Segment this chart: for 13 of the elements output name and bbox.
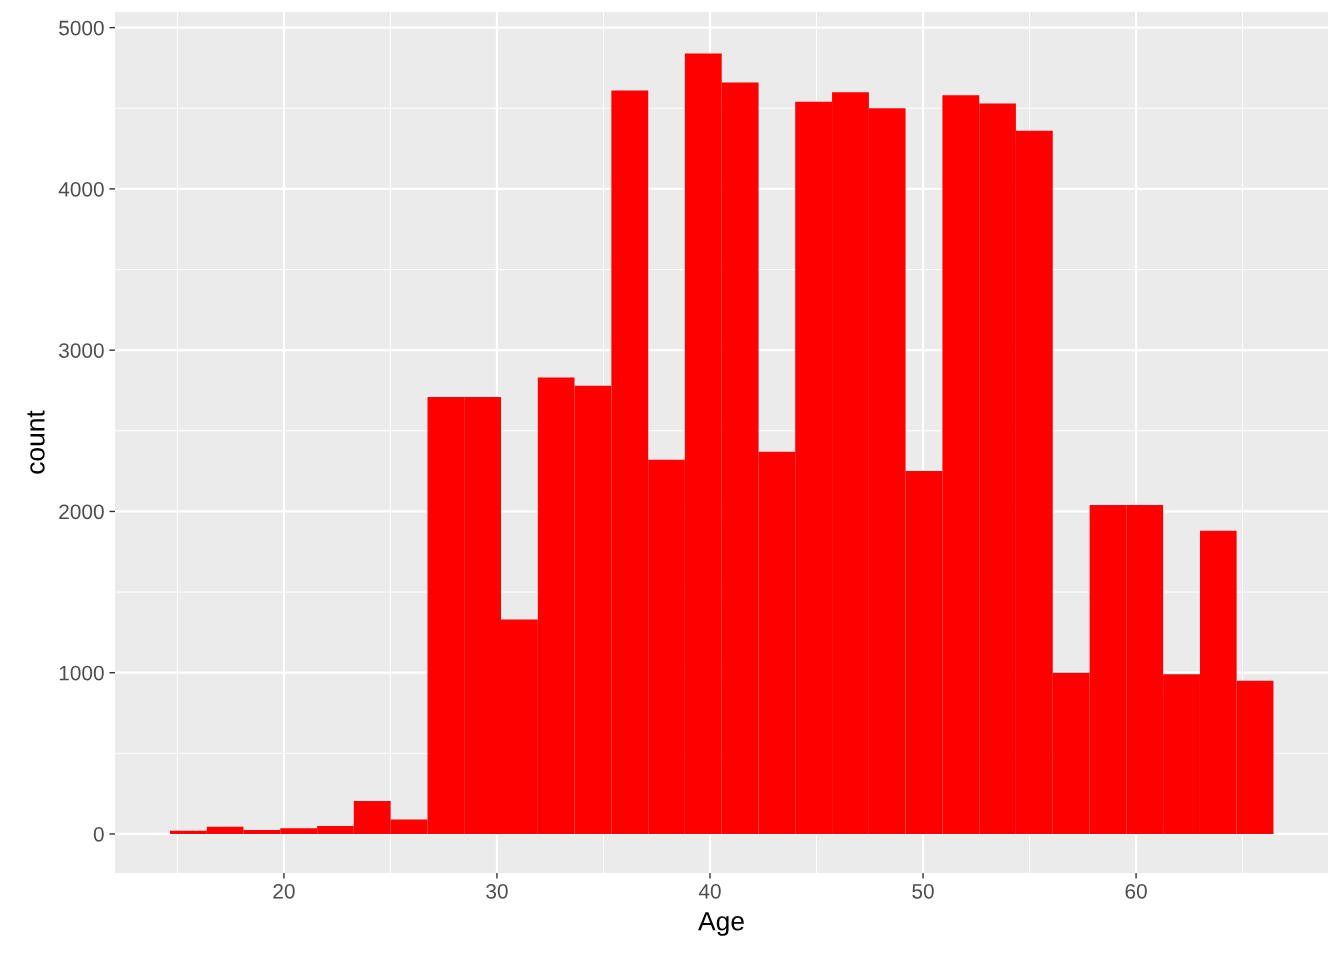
x-tick-label: 50	[912, 883, 934, 899]
x-tick-label: 60	[1125, 883, 1147, 899]
y-tick-label: 2000	[59, 504, 104, 520]
y-tick-label: 0	[93, 826, 104, 842]
y-tick-label: 5000	[59, 20, 104, 36]
y-tick-label: 1000	[59, 665, 104, 681]
x-tick-label: 20	[273, 883, 295, 899]
x-axis-title: Age	[698, 912, 744, 936]
y-tick-label: 4000	[58, 181, 104, 197]
x-tick-label: 40	[698, 883, 721, 899]
x-tick-label: 30	[486, 883, 508, 899]
y-axis-title: count	[27, 410, 45, 474]
y-tick-label: 3000	[59, 343, 104, 358]
